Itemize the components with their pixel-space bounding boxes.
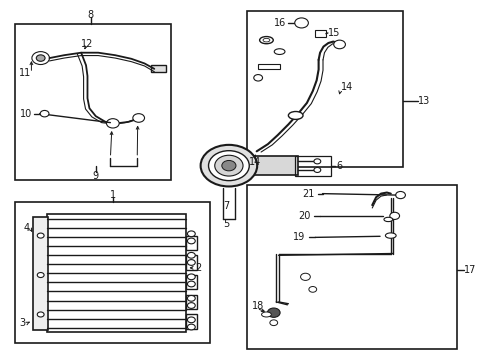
Text: 8: 8	[88, 10, 94, 20]
Circle shape	[40, 111, 49, 117]
Circle shape	[187, 281, 195, 287]
Text: 6: 6	[335, 161, 341, 171]
Circle shape	[214, 155, 243, 176]
Bar	[295, 156, 330, 176]
Bar	[33, 217, 48, 329]
Ellipse shape	[385, 233, 395, 238]
Circle shape	[187, 296, 195, 301]
Circle shape	[187, 317, 195, 323]
Circle shape	[294, 18, 308, 28]
Circle shape	[133, 114, 144, 122]
Bar	[185, 235, 196, 250]
Circle shape	[32, 51, 49, 64]
Circle shape	[37, 273, 44, 278]
Text: 21: 21	[302, 189, 314, 199]
Circle shape	[187, 260, 195, 265]
Text: 16: 16	[273, 18, 285, 28]
Ellipse shape	[288, 112, 303, 120]
Bar	[246, 12, 402, 167]
Ellipse shape	[274, 49, 285, 54]
Circle shape	[37, 312, 44, 317]
Ellipse shape	[259, 37, 273, 44]
Text: 7: 7	[223, 201, 229, 211]
Circle shape	[253, 75, 262, 81]
Circle shape	[300, 273, 310, 280]
Bar	[15, 202, 210, 343]
Circle shape	[313, 159, 320, 164]
Bar	[246, 185, 456, 348]
Text: 5: 5	[223, 219, 229, 229]
Text: 20: 20	[298, 211, 310, 221]
Text: 17: 17	[463, 265, 475, 275]
Circle shape	[269, 320, 277, 325]
Bar	[47, 214, 185, 332]
Text: 14: 14	[249, 157, 261, 167]
Bar	[185, 295, 196, 309]
Circle shape	[187, 231, 195, 237]
Circle shape	[187, 238, 195, 244]
Text: 3: 3	[19, 319, 25, 328]
Circle shape	[333, 40, 345, 49]
Circle shape	[37, 233, 44, 238]
Bar	[15, 24, 171, 180]
Text: 18: 18	[251, 301, 264, 311]
Bar	[185, 315, 196, 329]
Text: 14: 14	[340, 82, 352, 92]
Text: 4: 4	[23, 224, 30, 233]
Circle shape	[187, 303, 195, 309]
Bar	[185, 275, 196, 289]
Text: 11: 11	[19, 68, 31, 78]
Circle shape	[187, 324, 195, 330]
Circle shape	[187, 274, 195, 280]
Circle shape	[200, 145, 257, 186]
Text: 12: 12	[81, 40, 93, 49]
Circle shape	[222, 161, 236, 171]
Text: 9: 9	[93, 171, 99, 181]
Ellipse shape	[383, 217, 392, 222]
Circle shape	[395, 192, 405, 199]
Text: 19: 19	[293, 232, 305, 242]
Circle shape	[308, 287, 316, 292]
Ellipse shape	[263, 39, 269, 42]
Text: 15: 15	[328, 28, 340, 38]
Text: 13: 13	[417, 96, 429, 106]
Circle shape	[389, 212, 399, 220]
Text: 10: 10	[20, 109, 32, 119]
Bar	[151, 65, 165, 72]
Bar	[185, 255, 196, 270]
Bar	[258, 64, 280, 69]
Ellipse shape	[261, 312, 271, 317]
Circle shape	[36, 55, 45, 61]
Circle shape	[106, 119, 119, 128]
Circle shape	[208, 151, 249, 181]
Circle shape	[267, 308, 280, 318]
Text: 1: 1	[110, 190, 116, 200]
Circle shape	[313, 167, 320, 172]
Circle shape	[187, 252, 195, 258]
Bar	[315, 30, 325, 37]
Bar	[251, 156, 297, 175]
Text: 2: 2	[195, 263, 202, 273]
